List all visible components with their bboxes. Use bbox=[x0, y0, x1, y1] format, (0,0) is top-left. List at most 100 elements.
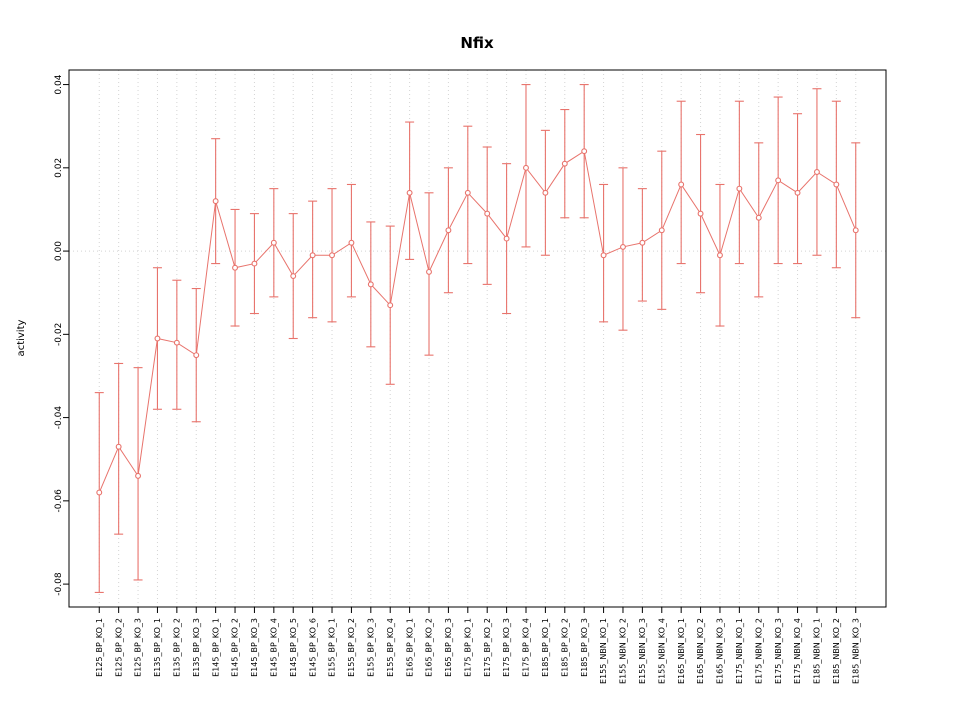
x-tick-label: E135_BP_KO_2 bbox=[172, 618, 181, 677]
x-tick-label: E165_BP_KO_2 bbox=[425, 618, 434, 677]
x-tick-label: E165_NBN_KO_1 bbox=[677, 618, 686, 684]
data-point bbox=[794, 189, 801, 196]
data-point bbox=[852, 227, 859, 234]
x-tick-label: E175_NBN_KO_3 bbox=[774, 618, 783, 684]
data-point bbox=[736, 185, 743, 192]
x-tick-label: E175_BP_KO_3 bbox=[502, 618, 511, 677]
data-points bbox=[96, 148, 859, 496]
data-point bbox=[464, 189, 471, 196]
data-point bbox=[445, 227, 452, 234]
data-point bbox=[406, 189, 413, 196]
x-tick-label: E185_BP_KO_3 bbox=[580, 618, 589, 677]
x-tick-label: E185_BP_KO_1 bbox=[541, 618, 550, 677]
data-point bbox=[600, 252, 607, 259]
x-tick-label: E175_NBN_KO_2 bbox=[754, 618, 763, 684]
x-tick-label: E155_BP_KO_3 bbox=[366, 618, 375, 677]
x-axis: E125_BP_KO_1 E125_BP_KO_2 E125_BP_KO_3 E135… bbox=[95, 607, 860, 684]
data-point bbox=[115, 443, 122, 450]
data-point bbox=[523, 164, 529, 171]
y-axis-label: activity bbox=[16, 319, 27, 356]
x-tick-label: E155_NBN_KO_1 bbox=[599, 618, 608, 684]
x-tick-label: E155_NBN_KO_3 bbox=[638, 618, 647, 684]
gridlines bbox=[69, 70, 886, 607]
y-tick-label: 0.02 bbox=[54, 158, 64, 178]
x-tick-label: E155_BP_KO_4 bbox=[386, 618, 395, 677]
x-tick-label: E125_BP_KO_3 bbox=[134, 618, 143, 677]
data-point bbox=[658, 227, 665, 234]
data-point bbox=[329, 252, 335, 259]
x-tick-label: E185_NBN_KO_3 bbox=[851, 618, 860, 684]
x-tick-label: E145_BP_KO_3 bbox=[250, 618, 259, 677]
data-point bbox=[697, 210, 704, 217]
data-point bbox=[387, 302, 394, 309]
x-tick-label: E145_BP_KO_1 bbox=[211, 618, 220, 677]
data-point bbox=[193, 352, 200, 359]
data-point bbox=[251, 260, 258, 267]
plot-frame bbox=[68, 69, 887, 608]
x-tick-label: E165_BP_KO_1 bbox=[405, 618, 414, 677]
error-bar bbox=[308, 200, 318, 319]
chart-title: Nfix bbox=[460, 34, 494, 52]
y-tick-label: -0.06 bbox=[54, 489, 64, 513]
data-point bbox=[270, 239, 277, 246]
x-tick-label: E185_NBN_KO_1 bbox=[813, 618, 822, 684]
data-point bbox=[154, 335, 161, 342]
data-point bbox=[775, 177, 782, 184]
data-point bbox=[135, 472, 142, 479]
x-tick-label: E155_NBN_KO_2 bbox=[619, 618, 628, 684]
x-tick-label: E165_BP_KO_3 bbox=[444, 618, 453, 677]
x-tick-label: E175_BP_KO_4 bbox=[522, 618, 531, 677]
x-tick-label: E155_NBN_KO_4 bbox=[657, 618, 666, 684]
error-bar bbox=[793, 113, 803, 265]
data-point bbox=[426, 268, 432, 275]
x-tick-label: E185_NBN_KO_2 bbox=[832, 618, 841, 684]
data-point bbox=[96, 489, 103, 496]
data-point bbox=[484, 210, 491, 217]
x-tick-label: E135_BP_KO_3 bbox=[192, 618, 201, 677]
error-bars bbox=[94, 84, 861, 593]
data-point bbox=[290, 273, 297, 280]
x-tick-label: E145_BP_KO_5 bbox=[289, 618, 298, 677]
data-point bbox=[639, 239, 646, 246]
x-tick-label: E155_BP_KO_2 bbox=[347, 618, 356, 677]
series-line bbox=[98, 150, 857, 493]
data-point bbox=[212, 198, 219, 205]
x-tick-label: E135_BP_KO_1 bbox=[153, 618, 162, 677]
x-tick-label: E125_BP_KO_2 bbox=[114, 618, 123, 677]
x-tick-label: E125_BP_KO_1 bbox=[95, 618, 104, 677]
y-tick-label: -0.02 bbox=[54, 323, 64, 346]
y-tick-label: -0.04 bbox=[54, 406, 64, 430]
data-point bbox=[620, 243, 626, 250]
data-point bbox=[503, 235, 510, 242]
data-point bbox=[833, 181, 840, 188]
data-point bbox=[717, 252, 723, 259]
x-tick-label: E175_NBN_KO_4 bbox=[793, 618, 802, 684]
x-tick-label: E155_BP_KO_1 bbox=[328, 618, 337, 677]
data-point bbox=[348, 239, 355, 246]
data-point bbox=[309, 252, 316, 259]
data-point bbox=[367, 281, 374, 288]
data-point bbox=[173, 339, 180, 346]
x-tick-label: E145_BP_KO_2 bbox=[231, 618, 240, 677]
y-tick-label: 0.00 bbox=[54, 241, 64, 261]
x-tick-label: E165_NBN_KO_2 bbox=[696, 618, 705, 684]
data-point bbox=[813, 169, 820, 175]
plot-area: -0.08 -0.06 -0.04 -0.02 0.00 0.02 0.04 E125_BP_… bbox=[54, 69, 887, 684]
x-tick-label: E145_BP_KO_4 bbox=[269, 618, 278, 677]
error-bar bbox=[734, 100, 744, 265]
data-point bbox=[542, 189, 549, 196]
y-tick-label: -0.08 bbox=[54, 572, 64, 596]
x-tick-label: E175_BP_KO_2 bbox=[483, 618, 492, 677]
data-point bbox=[755, 214, 762, 221]
y-tick-label: 0.04 bbox=[54, 74, 64, 94]
data-point bbox=[232, 264, 238, 271]
y-axis: -0.08 -0.06 -0.04 -0.02 0.00 0.02 0.04 bbox=[54, 74, 69, 596]
data-point bbox=[581, 148, 588, 155]
data-point bbox=[678, 181, 685, 188]
x-tick-label: E175_BP_KO_1 bbox=[463, 618, 472, 677]
x-tick-label: E145_BP_KO_6 bbox=[308, 618, 317, 677]
x-tick-label: E185_BP_KO_2 bbox=[560, 618, 569, 677]
data-point bbox=[561, 160, 568, 167]
